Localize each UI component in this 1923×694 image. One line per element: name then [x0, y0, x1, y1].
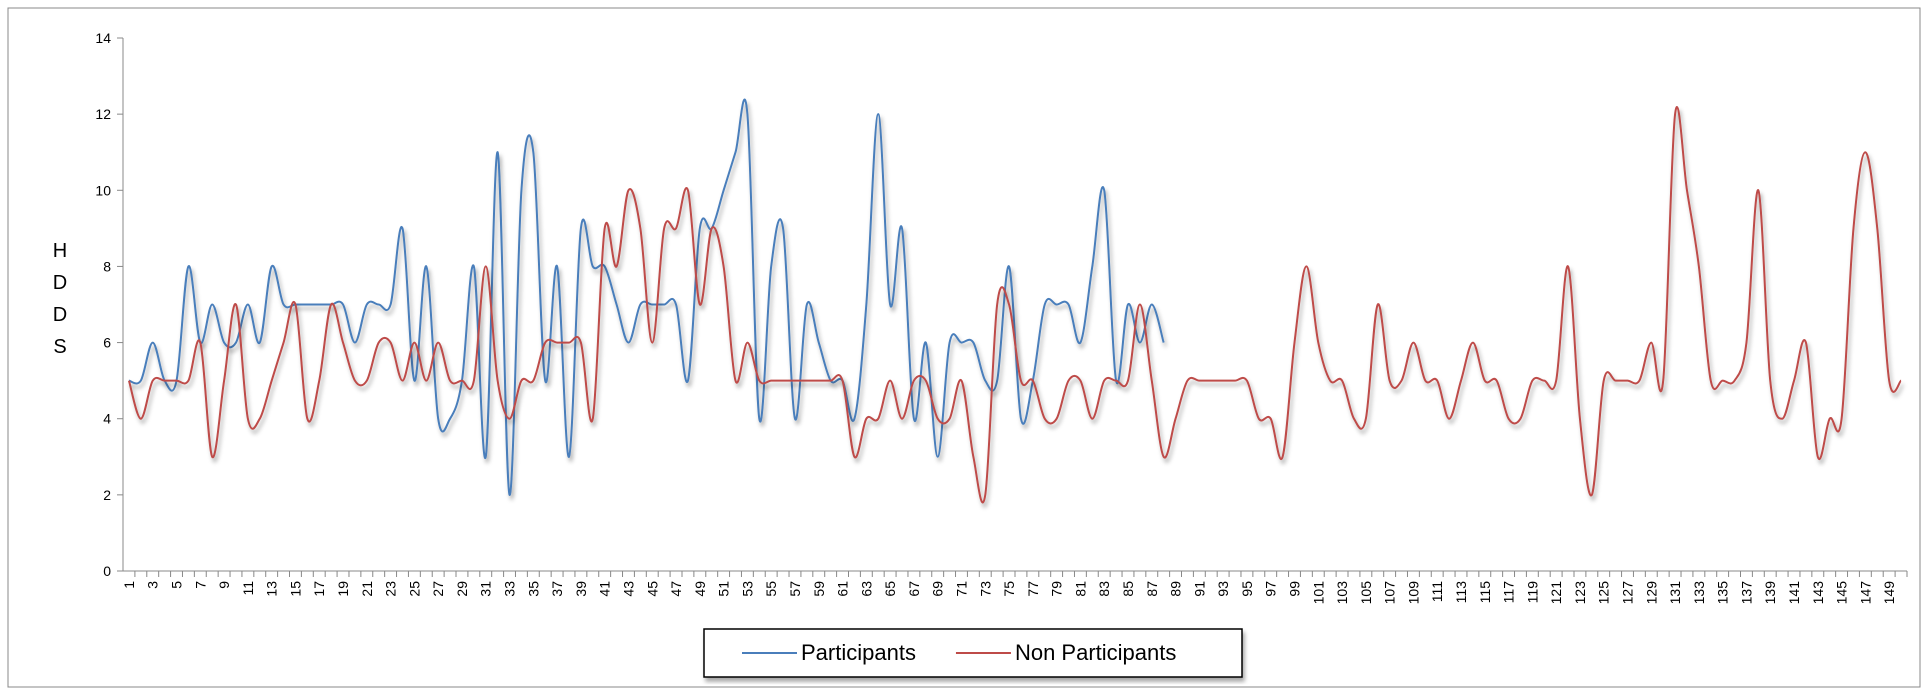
x-tick-label: 43 — [620, 581, 636, 597]
x-tick-label: 85 — [1120, 581, 1136, 597]
x-tick-label: 141 — [1786, 581, 1802, 605]
x-tick-label: 97 — [1263, 581, 1279, 597]
x-tick-label: 61 — [835, 581, 851, 597]
x-tick-label: 19 — [335, 581, 351, 597]
x-tick-label: 113 — [1453, 581, 1469, 604]
x-tick-label: 129 — [1643, 581, 1659, 605]
x-tick-label: 133 — [1691, 581, 1707, 605]
x-tick-label: 119 — [1524, 581, 1540, 604]
x-tick-label: 91 — [1191, 581, 1207, 597]
x-tick-label: 11 — [240, 581, 256, 596]
y-tick-label: 2 — [103, 487, 111, 503]
x-tick-label: 55 — [763, 581, 779, 597]
y-tick-label: 10 — [95, 182, 111, 198]
x-tick-label: 125 — [1596, 581, 1612, 605]
x-tick-label: 63 — [858, 581, 874, 597]
x-tick-label: 69 — [930, 581, 946, 597]
x-tick-label: 7 — [192, 581, 208, 589]
x-tick-label: 13 — [264, 581, 280, 597]
x-tick-label: 29 — [454, 581, 470, 597]
x-tick-label: 137 — [1738, 581, 1754, 605]
x-tick-label: 121 — [1548, 581, 1564, 605]
x-tick-label: 21 — [359, 581, 375, 597]
x-tick-label: 39 — [573, 581, 589, 597]
x-tick-label: 5 — [169, 581, 185, 589]
x-tick-label: 49 — [692, 581, 708, 597]
x-tick-label: 149 — [1881, 581, 1897, 605]
x-tick-label: 93 — [1215, 581, 1231, 597]
x-tick-label: 67 — [906, 581, 922, 597]
x-tick-label: 65 — [882, 581, 898, 597]
y-tick-label: 4 — [103, 411, 111, 427]
chart-border — [7, 7, 1921, 688]
x-tick-label: 147 — [1857, 581, 1873, 605]
x-tick-label: 27 — [430, 581, 446, 597]
y-tick-label: 14 — [95, 30, 111, 46]
x-tick-label: 37 — [549, 581, 565, 597]
x-tick-label: 59 — [811, 581, 827, 597]
x-tick-label: 45 — [644, 581, 660, 597]
legend: Participants Non Participants — [703, 628, 1243, 678]
legend-label: Participants — [801, 640, 916, 665]
x-tick-label: 35 — [525, 581, 541, 597]
y-tick-label: 0 — [103, 563, 111, 579]
x-tick-label: 77 — [1025, 581, 1041, 597]
x-tick-label: 123 — [1572, 581, 1588, 605]
x-tick-label: 127 — [1620, 581, 1636, 605]
y-axis-label: HDDS — [49, 240, 71, 368]
x-tick-label: 41 — [597, 581, 613, 597]
x-tick-label: 57 — [787, 581, 803, 597]
x-tick-label: 87 — [1144, 581, 1160, 597]
x-tick-label: 25 — [406, 581, 422, 597]
x-tick-label: 115 — [1477, 581, 1493, 604]
legend-label: Non Participants — [1015, 640, 1176, 665]
x-tick-label: 71 — [953, 581, 969, 597]
x-tick-label: 75 — [1001, 581, 1017, 597]
x-tick-label: 51 — [716, 581, 732, 597]
x-tick-label: 15 — [287, 581, 303, 597]
x-tick-label: 79 — [1049, 581, 1065, 597]
x-tick-label: 143 — [1810, 581, 1826, 605]
x-tick-label: 117 — [1501, 581, 1517, 604]
x-tick-label: 1 — [121, 581, 137, 589]
x-tick-label: 81 — [1072, 581, 1088, 597]
y-tick-label: 6 — [103, 335, 111, 351]
x-tick-label: 9 — [216, 581, 232, 589]
x-tick-label: 23 — [383, 581, 399, 597]
x-tick-label: 101 — [1310, 581, 1326, 605]
x-tick-label: 103 — [1334, 581, 1350, 605]
data-line — [127, 106, 1903, 504]
x-tick-label: 99 — [1286, 581, 1302, 597]
x-tick-label: 107 — [1382, 581, 1398, 605]
x-tick-label: 73 — [977, 581, 993, 597]
x-tick-label: 135 — [1715, 581, 1731, 605]
x-tick-label: 33 — [502, 581, 518, 597]
x-tick-label: 145 — [1834, 581, 1850, 605]
x-tick-label: 95 — [1239, 581, 1255, 597]
x-tick-label: 53 — [739, 581, 755, 597]
y-tick-label: 12 — [95, 106, 111, 122]
x-tick-label: 83 — [1096, 581, 1112, 597]
y-tick-label: 8 — [103, 258, 111, 274]
x-tick-label: 139 — [1762, 581, 1778, 605]
data-line — [128, 98, 1165, 496]
x-tick-label: 89 — [1168, 581, 1184, 597]
x-tick-label: 131 — [1667, 581, 1683, 605]
x-tick-label: 31 — [478, 581, 494, 597]
x-tick-label: 109 — [1405, 581, 1421, 605]
x-tick-label: 17 — [311, 581, 327, 597]
x-tick-label: 111 — [1429, 581, 1445, 602]
x-tick-label: 105 — [1358, 581, 1374, 605]
x-tick-label: 3 — [145, 581, 161, 589]
x-tick-label: 47 — [668, 581, 684, 597]
